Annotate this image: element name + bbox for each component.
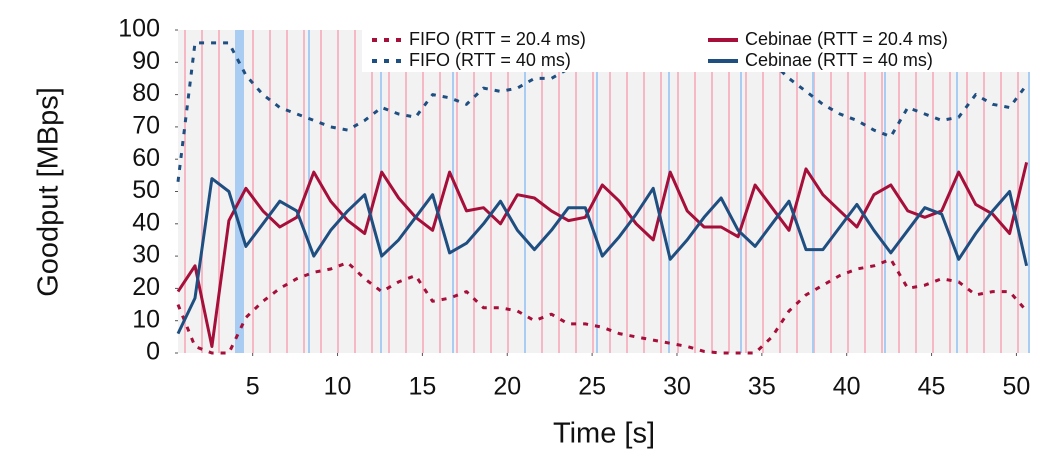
series-line	[176, 177, 1029, 335]
series-line	[176, 257, 1028, 355]
x-tick-label: 20	[493, 373, 521, 401]
y-tick-label: 60	[132, 144, 160, 172]
x-tick-label: 35	[748, 373, 776, 401]
legend-label: Cebinae (RTT = 20.4 ms)	[745, 29, 948, 49]
series-line	[176, 162, 1029, 348]
y-tick-label: 0	[146, 338, 160, 366]
legend-label: Cebinae (RTT = 40 ms)	[745, 50, 933, 70]
x-tick-label: 50	[1003, 373, 1031, 401]
y-axis-title: Goodput [MBps]	[33, 87, 65, 297]
y-tick-label: 10	[132, 305, 160, 333]
lines	[176, 41, 1029, 355]
legend: FIFO (RTT = 20.4 ms)FIFO (RTT = 40 ms) Ce…	[362, 26, 1030, 72]
x-tick-label: 30	[663, 373, 691, 401]
x-tick-label: 5	[246, 373, 260, 401]
legend-label: FIFO (RTT = 40 ms)	[409, 50, 571, 70]
y-tick-label: 50	[132, 176, 160, 204]
y-tick-label: 70	[132, 112, 160, 140]
x-axis-title: Time [s]	[553, 418, 655, 450]
event-band	[235, 30, 244, 353]
y-tick-label: 100	[118, 15, 160, 43]
x-tick-label: 10	[324, 373, 352, 401]
x-tick-label: 45	[918, 373, 946, 401]
y-tick-label: 80	[132, 79, 160, 107]
x-tick-label: 40	[833, 373, 861, 401]
y-tick-label: 20	[132, 273, 160, 301]
ticks: 0 10 20 30 40 50 60 70 80 90 100 5 10 15 20 25 30 35 40 45 5…	[118, 15, 1030, 401]
y-tick-label: 30	[132, 241, 160, 269]
y-tick-label: 90	[132, 47, 160, 75]
y-tick-label: 40	[132, 208, 160, 236]
series-line	[176, 41, 1028, 182]
x-tick-label: 25	[578, 373, 606, 401]
x-tick-label: 15	[408, 373, 436, 401]
legend-box	[362, 26, 1030, 72]
legend-label: FIFO (RTT = 20.4 ms)	[409, 29, 586, 49]
event-stripes	[178, 30, 1030, 353]
